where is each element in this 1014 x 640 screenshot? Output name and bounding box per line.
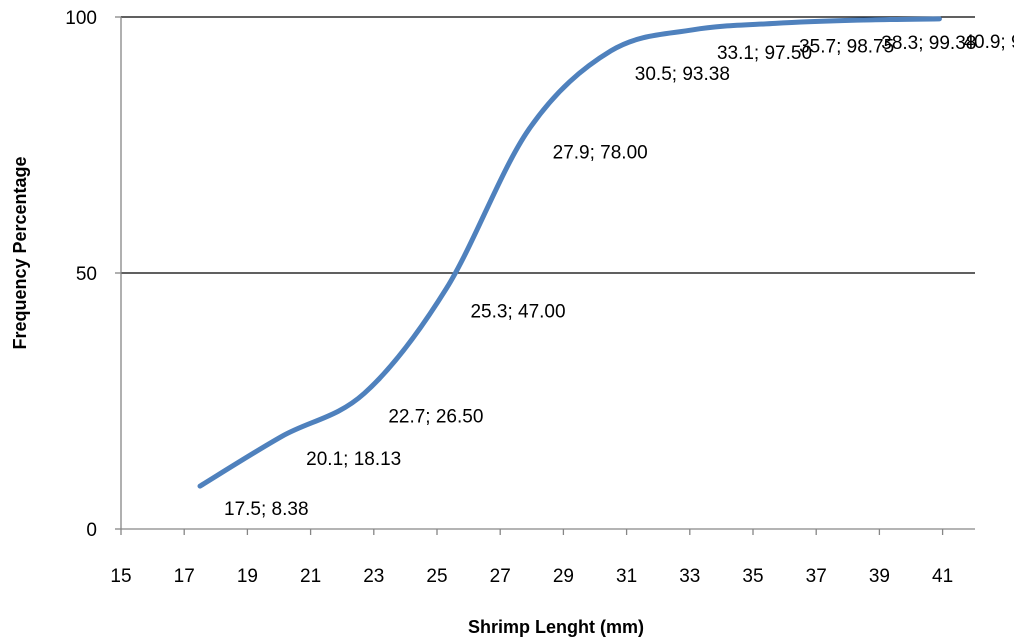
x-tick-label: 19 xyxy=(237,566,258,587)
data-label: 35.7; 98.75 xyxy=(799,36,894,57)
x-tick-label: 35 xyxy=(742,566,763,587)
data-label: 33.1; 97.50 xyxy=(717,43,812,64)
data-label: 22.7; 26.50 xyxy=(388,406,483,427)
x-tick-label: 25 xyxy=(426,566,447,587)
y-tick-label: 100 xyxy=(65,8,97,29)
y-tick-label: 0 xyxy=(86,520,97,541)
x-tick-label: 31 xyxy=(616,566,637,587)
x-tick-label: 21 xyxy=(300,566,321,587)
x-tick-label: 33 xyxy=(679,566,700,587)
gridlines xyxy=(121,16,975,274)
series-line xyxy=(197,16,942,489)
data-label: 25.3; 47.00 xyxy=(470,301,565,322)
data-label: 38.3; 99.38 xyxy=(881,33,976,54)
y-tick-labels: 0 50 100 xyxy=(65,8,97,541)
data-label: 40.9; 99.63 xyxy=(963,32,1014,53)
x-tick-label: 37 xyxy=(806,566,827,587)
data-label: 27.9; 78.00 xyxy=(553,143,648,164)
x-tick-label: 23 xyxy=(363,566,384,587)
x-tick-labels: 15 17 19 21 23 25 27 29 31 33 35 37 39 41 xyxy=(110,566,953,587)
x-tick-label: 15 xyxy=(110,566,131,587)
x-tick-label: 39 xyxy=(869,566,890,587)
x-tick-label: 29 xyxy=(553,566,574,587)
x-tick-label: 41 xyxy=(932,566,953,587)
axes xyxy=(115,16,975,535)
x-axis-title: Shrimp Lenght (mm) xyxy=(468,617,644,637)
y-tick-label: 50 xyxy=(76,264,97,285)
data-label: 17.5; 8.38 xyxy=(224,499,309,520)
x-tick-label: 27 xyxy=(490,566,511,587)
y-axis-title: Frequency Percentage xyxy=(10,156,30,349)
data-labels: 17.5; 8.38 20.1; 18.13 22.7; 26.50 25.3; 47… xyxy=(224,32,1014,520)
data-label: 30.5; 93.38 xyxy=(635,64,730,85)
data-label: 20.1; 18.13 xyxy=(306,449,401,470)
x-tick-label: 17 xyxy=(174,566,195,587)
